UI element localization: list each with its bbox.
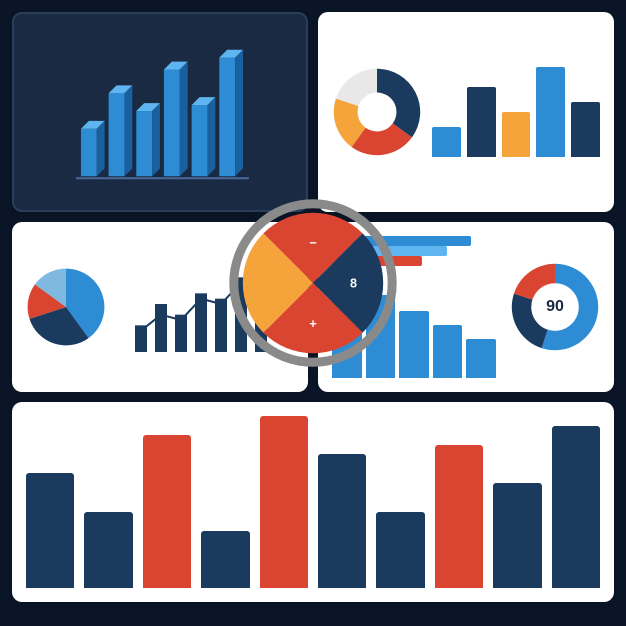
panel-large-bars [12,402,614,602]
mini-bar-chart [432,67,600,157]
isometric-bar-chart [28,28,292,196]
panel-isometric-bars [12,12,308,212]
donut-labeled: 90 [510,262,600,352]
large-bar-chart [26,416,600,588]
donut-center-label: 90 [546,298,564,316]
svg-text:8: 8 [350,276,357,290]
svg-text:+: + [309,317,316,331]
donut-chart [332,67,422,157]
center-pie-overlay: − 8 + [223,193,403,373]
svg-text:−: − [309,236,316,250]
pie-chart-small [26,267,106,347]
dashboard-grid: 90 − 8 + [12,12,614,614]
panel-donut-bars [318,12,614,212]
